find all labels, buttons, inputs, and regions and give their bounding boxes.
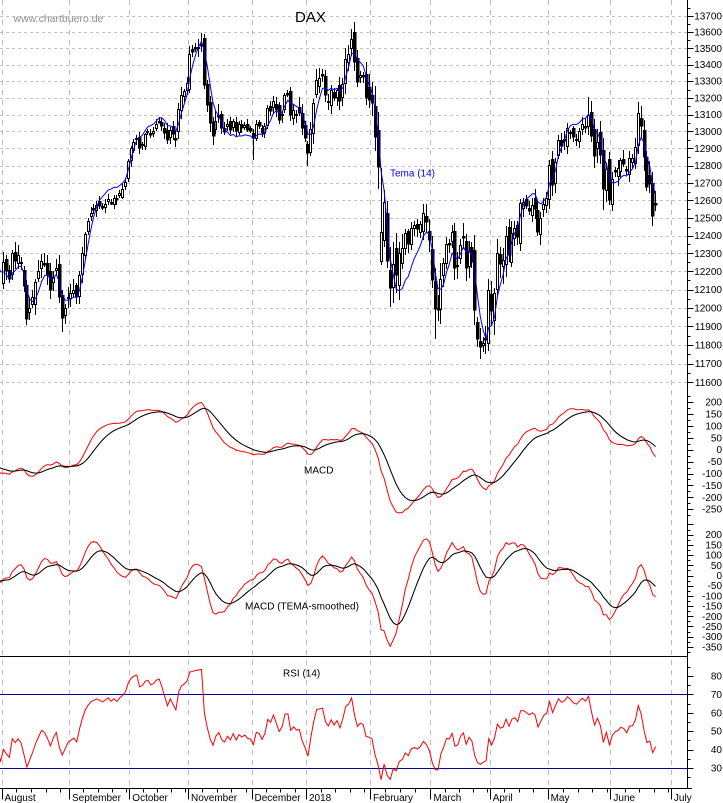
svg-text:October: October xyxy=(132,793,168,803)
svg-text:50: 50 xyxy=(711,561,723,572)
svg-text:-100: -100 xyxy=(702,469,722,480)
svg-text:13700: 13700 xyxy=(694,11,722,22)
svg-text:DAX: DAX xyxy=(295,9,326,26)
svg-text:November: November xyxy=(191,793,238,803)
svg-text:11700: 11700 xyxy=(695,359,723,370)
svg-text:-50: -50 xyxy=(708,581,723,592)
svg-text:13200: 13200 xyxy=(694,93,722,104)
svg-text:12700: 12700 xyxy=(694,178,722,189)
svg-text:March: March xyxy=(434,793,462,803)
svg-text:-50: -50 xyxy=(708,457,723,468)
svg-text:13400: 13400 xyxy=(694,60,722,71)
svg-text:12900: 12900 xyxy=(694,144,722,155)
svg-text:February: February xyxy=(373,793,413,803)
svg-text:50: 50 xyxy=(711,433,723,444)
svg-text:100: 100 xyxy=(705,421,722,432)
svg-text:0: 0 xyxy=(716,571,722,582)
svg-text:100: 100 xyxy=(705,551,722,562)
svg-text:-250: -250 xyxy=(702,622,722,633)
svg-text:50: 50 xyxy=(711,727,723,738)
svg-text:80: 80 xyxy=(711,672,723,683)
svg-text:12000: 12000 xyxy=(694,303,722,314)
svg-text:-200: -200 xyxy=(702,612,722,623)
svg-text:60: 60 xyxy=(711,708,723,719)
svg-text:MACD (TEMA-smoothed): MACD (TEMA-smoothed) xyxy=(245,602,359,613)
svg-text:200: 200 xyxy=(705,398,722,409)
svg-text:-350: -350 xyxy=(702,642,722,653)
svg-text:August: August xyxy=(5,793,36,803)
svg-text:0: 0 xyxy=(716,445,722,456)
svg-text:13100: 13100 xyxy=(694,110,722,121)
svg-text:11600: 11600 xyxy=(695,378,723,389)
svg-text:2018: 2018 xyxy=(309,793,332,803)
svg-text:April: April xyxy=(493,793,513,803)
svg-text:150: 150 xyxy=(705,410,722,421)
svg-text:July: July xyxy=(674,793,692,803)
svg-text:June: June xyxy=(613,793,635,803)
svg-text:12300: 12300 xyxy=(694,249,722,260)
svg-text:May: May xyxy=(551,793,570,803)
svg-text:Tema (14): Tema (14) xyxy=(390,169,435,180)
svg-text:30: 30 xyxy=(711,764,723,775)
svg-text:-250: -250 xyxy=(702,505,722,516)
svg-text:11800: 11800 xyxy=(695,340,723,351)
svg-text:-150: -150 xyxy=(702,602,722,613)
svg-text:-300: -300 xyxy=(702,632,722,643)
svg-text:40: 40 xyxy=(711,745,723,756)
svg-text:12500: 12500 xyxy=(694,213,722,224)
svg-text:11900: 11900 xyxy=(695,322,723,333)
svg-text:www.chartbuero.de: www.chartbuero.de xyxy=(13,13,104,25)
svg-text:13600: 13600 xyxy=(694,28,722,39)
svg-text:12800: 12800 xyxy=(694,161,722,172)
svg-text:150: 150 xyxy=(705,540,722,551)
svg-text:12600: 12600 xyxy=(694,196,722,207)
svg-text:-100: -100 xyxy=(702,591,722,602)
svg-text:12100: 12100 xyxy=(694,285,722,296)
svg-text:13300: 13300 xyxy=(694,77,722,88)
svg-text:12400: 12400 xyxy=(694,231,722,242)
svg-text:13000: 13000 xyxy=(694,127,722,138)
svg-text:70: 70 xyxy=(711,690,723,701)
svg-text:MACD: MACD xyxy=(304,466,333,477)
svg-text:RSI (14): RSI (14) xyxy=(283,669,320,680)
svg-text:December: December xyxy=(255,793,302,803)
svg-text:September: September xyxy=(72,793,122,803)
svg-text:-200: -200 xyxy=(702,493,722,504)
svg-text:13500: 13500 xyxy=(694,44,722,55)
svg-text:-150: -150 xyxy=(702,481,722,492)
svg-text:12200: 12200 xyxy=(694,267,722,278)
svg-text:200: 200 xyxy=(705,530,722,541)
